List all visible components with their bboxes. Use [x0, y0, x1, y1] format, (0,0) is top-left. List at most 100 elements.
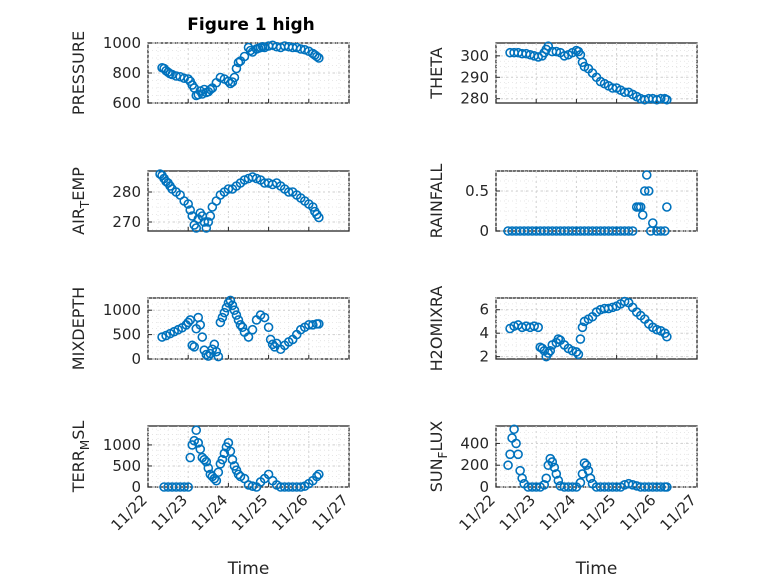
data-point: [579, 458, 590, 468]
x-axis-label: Time: [227, 559, 270, 579]
data-point: [656, 482, 666, 492]
data-point: [607, 302, 618, 313]
data-point: [187, 340, 198, 351]
data-point: [205, 84, 216, 95]
y-axis-label: H2OMIXRA: [427, 286, 446, 372]
data-point: [225, 295, 236, 306]
y-tick-label: 280: [460, 90, 489, 108]
y-tick-label: 300: [460, 47, 489, 65]
data-point: [227, 300, 238, 311]
data-point: [503, 460, 513, 471]
data-point: [545, 345, 556, 356]
x-axis-label: Time: [575, 559, 618, 579]
data-point: [217, 312, 228, 323]
data-point: [539, 480, 550, 490]
data-point: [267, 339, 278, 350]
x-tick-label: 11/24: [188, 491, 231, 534]
data-point: [237, 322, 248, 333]
data-point: [651, 324, 662, 335]
y-axis-label: AIRTEMP: [69, 167, 92, 235]
y-tick-label: 290: [460, 68, 489, 86]
data-point: [231, 63, 242, 74]
data-point: [529, 321, 539, 331]
data-point: [627, 226, 638, 236]
y-tick-label: 280: [112, 183, 141, 201]
data-point: [662, 331, 672, 342]
data-point: [197, 332, 208, 342]
y-tick-label: 6: [479, 301, 489, 319]
data-point: [219, 448, 230, 459]
data-point: [247, 481, 258, 491]
data-point: [231, 310, 242, 320]
data-point: [201, 223, 212, 233]
data-point: [559, 51, 570, 61]
y-tick-label: 1000: [103, 34, 141, 52]
data-point: [233, 57, 244, 68]
data-point: [211, 346, 222, 357]
data-point: [217, 454, 228, 465]
y-axis-label: TERRMSL: [69, 421, 92, 494]
data-point: [189, 341, 200, 352]
data-series: [157, 40, 324, 101]
data-point: [585, 473, 596, 484]
data-point: [219, 307, 230, 318]
data-point: [223, 184, 234, 194]
data-point: [551, 46, 562, 57]
y-label-subscript: M: [78, 440, 92, 450]
y-tick-label: 400: [460, 434, 489, 452]
data-point: [639, 186, 650, 196]
data-point: [547, 457, 558, 467]
y-axis-label: THETA: [427, 47, 446, 99]
data-series: [155, 169, 324, 233]
data-point: [312, 471, 322, 482]
data-point: [643, 186, 654, 196]
y-tick-label: 0.5: [465, 182, 489, 200]
data-point: [195, 320, 206, 330]
data-point: [295, 482, 306, 492]
data-point: [647, 218, 658, 228]
data-point: [513, 449, 523, 460]
y-tick-label: 0: [131, 478, 141, 496]
x-tick-label: 11/27: [309, 491, 352, 534]
data-point: [259, 312, 270, 323]
subplot-sun-flux: 0 200 400 SUNFLUX 11/2211/2311/2411/2511/261…: [427, 421, 700, 579]
data-point: [660, 226, 670, 236]
x-tick-label: 11/26: [268, 491, 311, 534]
data-point: [229, 305, 240, 316]
data-point: [553, 475, 564, 486]
data-series: [503, 424, 672, 492]
y-tick-label: 500: [112, 457, 141, 475]
data-series: [505, 41, 672, 105]
data-point: [312, 51, 322, 62]
data-point: [215, 317, 226, 328]
subplot-h2omixra: 2 4 6 H2OMIXRA: [427, 286, 698, 372]
data-point: [656, 226, 666, 236]
y-axis-label: RAINFALL: [427, 164, 446, 239]
data-point: [511, 438, 521, 449]
data-point: [199, 217, 210, 227]
subplot-pressure: 600 800 1000 PRESSURE: [69, 31, 350, 115]
y-tick-label: 2: [479, 348, 489, 366]
y-axis-label: SUNFLUX: [427, 421, 450, 493]
data-point: [191, 425, 202, 436]
data-point: [662, 94, 672, 105]
y-axis-label: PRESSURE: [69, 31, 88, 115]
data-point: [549, 462, 560, 473]
subplot-theta: 280 290 300 THETA: [427, 41, 698, 108]
x-tick-label: 11/27: [657, 491, 700, 534]
data-point: [235, 320, 246, 330]
data-point: [662, 482, 672, 492]
data-point: [211, 475, 222, 486]
subplot-terr-msl: 0 500 1000 TERRMSL 11/2211/2311/2411/2511/26…: [69, 421, 352, 579]
data-point: [575, 334, 586, 344]
y-tick-label: 800: [112, 64, 141, 82]
y-tick-label: 1000: [103, 301, 141, 319]
data-series: [159, 425, 324, 492]
x-tick-label: 11/23: [496, 491, 539, 534]
data-point: [233, 315, 244, 325]
data-point: [573, 349, 584, 360]
data-point: [223, 438, 234, 448]
y-tick-label: 4: [479, 324, 489, 342]
data-point: [243, 332, 254, 342]
